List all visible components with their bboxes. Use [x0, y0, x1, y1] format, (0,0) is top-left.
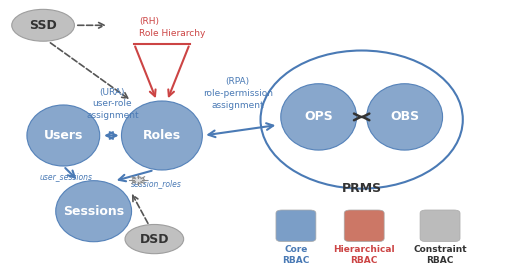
- Text: Constraint
RBAC: Constraint RBAC: [413, 245, 467, 265]
- Text: OPS: OPS: [304, 110, 333, 123]
- Ellipse shape: [281, 84, 357, 150]
- Circle shape: [132, 177, 144, 183]
- Ellipse shape: [27, 105, 100, 166]
- Text: (URA)
user-role
assignment: (URA) user-role assignment: [86, 88, 139, 120]
- Text: Users: Users: [44, 129, 83, 142]
- Text: SSD: SSD: [29, 19, 57, 32]
- Text: Roles: Roles: [143, 129, 181, 142]
- Text: user_sessions: user_sessions: [40, 172, 92, 181]
- Ellipse shape: [12, 9, 74, 41]
- Ellipse shape: [121, 101, 202, 170]
- Text: Hierarchical
RBAC: Hierarchical RBAC: [333, 245, 395, 265]
- FancyBboxPatch shape: [420, 210, 460, 242]
- Text: Core
RBAC: Core RBAC: [282, 245, 310, 265]
- Text: PRMS: PRMS: [342, 182, 382, 195]
- Text: (RH)
Role Hierarchy: (RH) Role Hierarchy: [139, 17, 205, 38]
- Ellipse shape: [56, 181, 132, 242]
- FancyBboxPatch shape: [276, 210, 316, 242]
- Text: Sessions: Sessions: [63, 205, 124, 218]
- Text: OBS: OBS: [390, 110, 419, 123]
- Ellipse shape: [125, 224, 184, 254]
- Ellipse shape: [367, 84, 443, 150]
- FancyBboxPatch shape: [344, 210, 384, 242]
- Text: DSD: DSD: [140, 233, 169, 246]
- Text: (RPA)
role-permission
assignment: (RPA) role-permission assignment: [203, 77, 273, 110]
- Text: session_roles: session_roles: [131, 179, 182, 188]
